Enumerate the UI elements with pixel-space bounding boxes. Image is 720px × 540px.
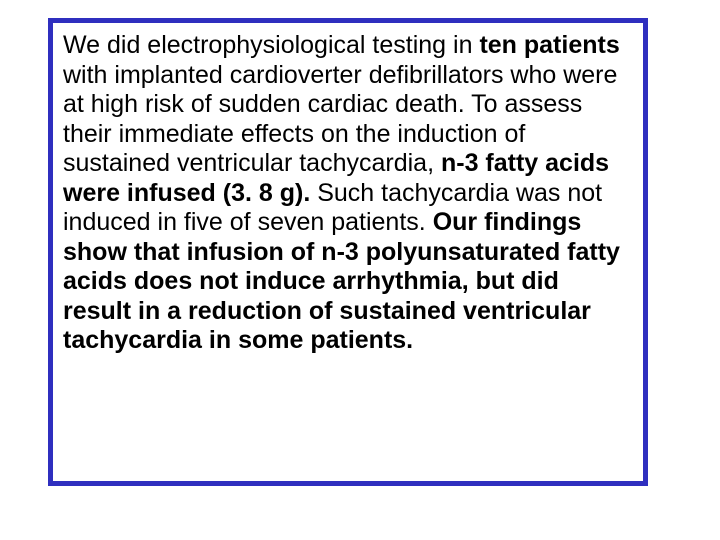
slide-stage: We did electrophysiological testing in t… [0, 0, 720, 540]
text-run: We did electrophysiological testing in [63, 31, 479, 59]
text-frame: We did electrophysiological testing in t… [48, 18, 648, 486]
bold-text-run: ten patients [479, 31, 619, 59]
abstract-paragraph: We did electrophysiological testing in t… [63, 31, 633, 356]
